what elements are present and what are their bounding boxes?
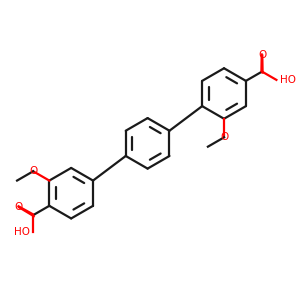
Text: HO: HO bbox=[280, 75, 296, 85]
Text: O: O bbox=[15, 202, 23, 212]
Text: HO: HO bbox=[14, 227, 30, 237]
Text: O: O bbox=[29, 166, 37, 176]
Text: O: O bbox=[258, 50, 266, 60]
Text: O: O bbox=[220, 132, 228, 142]
